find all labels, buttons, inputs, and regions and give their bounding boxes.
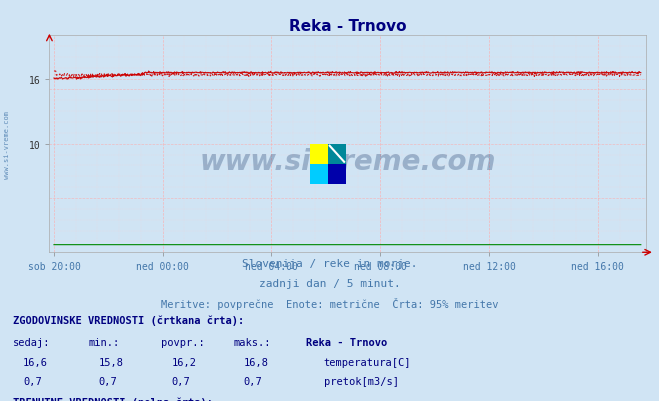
- Polygon shape: [328, 144, 346, 164]
- Text: 0,7: 0,7: [244, 376, 262, 386]
- Title: Reka - Trnovo: Reka - Trnovo: [289, 18, 407, 34]
- Text: Meritve: povprečne  Enote: metrične  Črta: 95% meritev: Meritve: povprečne Enote: metrične Črta:…: [161, 297, 498, 309]
- Text: min.:: min.:: [89, 337, 120, 347]
- Text: 16,2: 16,2: [171, 357, 196, 367]
- Text: TRENUTNE VREDNOSTI (polna črta):: TRENUTNE VREDNOSTI (polna črta):: [13, 397, 213, 401]
- Text: 16,8: 16,8: [244, 357, 269, 367]
- Text: Slovenija / reke in morje.: Slovenija / reke in morje.: [242, 259, 417, 269]
- Text: temperatura[C]: temperatura[C]: [324, 357, 411, 367]
- Text: www.si-vreme.com: www.si-vreme.com: [200, 148, 496, 176]
- Text: 0,7: 0,7: [171, 376, 190, 386]
- Text: maks.:: maks.:: [234, 337, 272, 347]
- Bar: [310, 144, 328, 164]
- Text: zadnji dan / 5 minut.: zadnji dan / 5 minut.: [258, 278, 401, 288]
- Text: ZGODOVINSKE VREDNOSTI (črtkana črta):: ZGODOVINSKE VREDNOSTI (črtkana črta):: [13, 315, 244, 325]
- Text: 16,6: 16,6: [23, 357, 48, 367]
- Bar: [328, 164, 346, 184]
- Bar: [310, 164, 328, 184]
- Text: pretok[m3/s]: pretok[m3/s]: [324, 376, 399, 386]
- Text: 0,7: 0,7: [23, 376, 42, 386]
- Text: povpr.:: povpr.:: [161, 337, 205, 347]
- Text: Reka - Trnovo: Reka - Trnovo: [306, 337, 387, 347]
- Text: sedaj:: sedaj:: [13, 337, 51, 347]
- Text: 15,8: 15,8: [99, 357, 124, 367]
- Text: www.si-vreme.com: www.si-vreme.com: [3, 110, 10, 178]
- Text: 0,7: 0,7: [99, 376, 117, 386]
